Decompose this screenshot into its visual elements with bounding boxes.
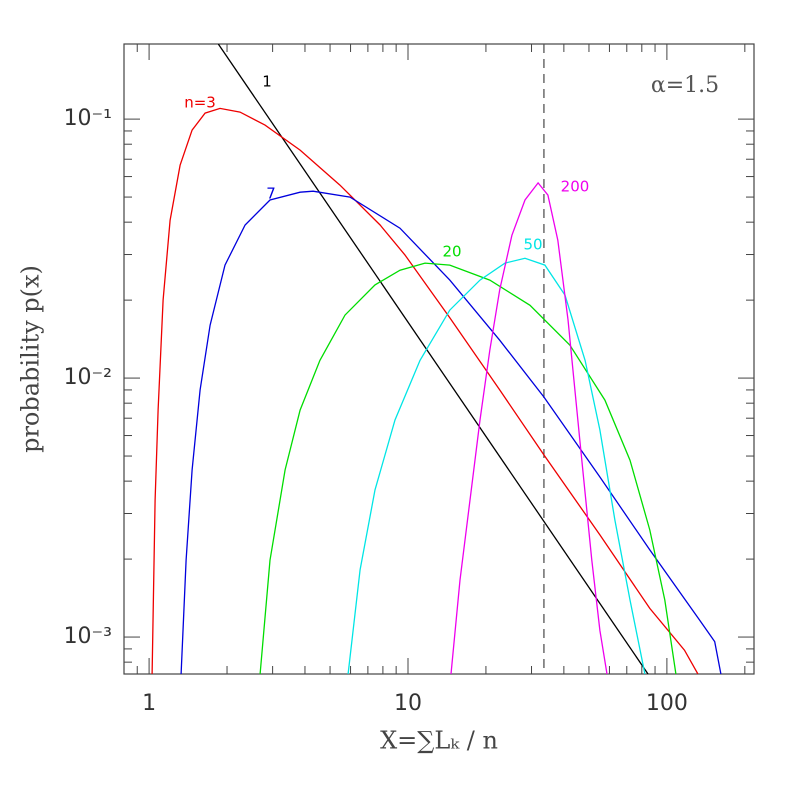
plot-area — [151, 44, 722, 674]
series-label: 1 — [262, 73, 272, 91]
series-label: 20 — [442, 243, 461, 261]
series-label: 50 — [523, 236, 542, 254]
plot-frame — [123, 43, 755, 675]
series-line — [450, 181, 608, 674]
x-tick-label: 100 — [646, 691, 688, 716]
series-label: 200 — [561, 178, 590, 196]
series-line — [151, 107, 699, 674]
x-tick-label: 10 — [394, 691, 422, 716]
series-line — [347, 257, 646, 674]
annotation: α=1.5 — [651, 73, 719, 98]
y-tick-label: 10⁻² — [64, 365, 112, 390]
series-label: 7 — [266, 185, 276, 203]
series-line — [180, 190, 722, 674]
y-tick-label: 10⁻³ — [64, 624, 112, 649]
series-label: n=3 — [184, 94, 216, 112]
series-line — [217, 44, 649, 674]
series-line — [259, 262, 677, 674]
x-tick-label: 1 — [142, 691, 156, 716]
x-axis-label: X=∑Lₖ / n — [380, 727, 498, 755]
y-tick-label: 10⁻¹ — [64, 106, 112, 131]
y-axis-label: probability p(x) — [17, 265, 45, 453]
